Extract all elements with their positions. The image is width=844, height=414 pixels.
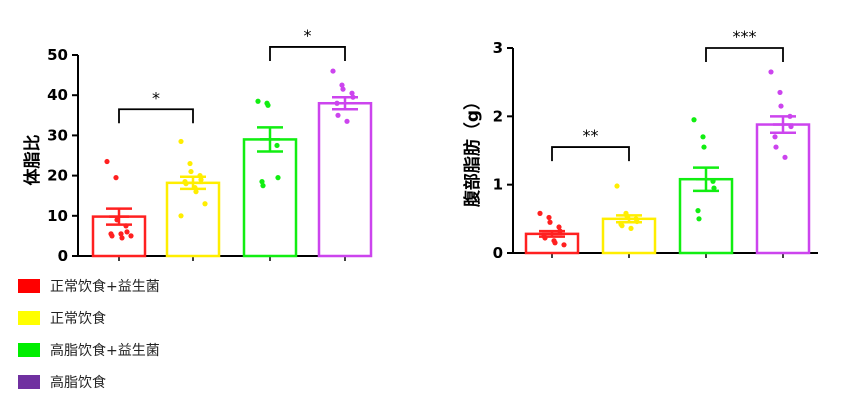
chart1-data-point [124, 229, 130, 235]
chart1-data-point [255, 98, 261, 104]
chart2-bar [755, 123, 811, 255]
chart2-data-point [782, 154, 788, 160]
legend-label: 正常饮食+益生菌 [50, 279, 160, 295]
chart2-data-point [537, 210, 543, 216]
chart2-data-point [546, 214, 552, 221]
chart1-data-point [274, 142, 280, 149]
legend-label: 高脂饮食+益生菌 [50, 343, 160, 359]
chart2-data-point [547, 219, 553, 225]
chart2-significance-bracket [551, 146, 630, 162]
chart1-data-point [104, 158, 110, 165]
chart2-data-point [711, 185, 717, 191]
chart2-significance-bracket [705, 47, 784, 62]
legend-swatch [18, 375, 40, 389]
chart2-bar [601, 217, 657, 255]
legend-item-highfat-probiotic: 高脂饮食+益生菌 [18, 334, 160, 366]
chart1-data-point [344, 118, 350, 124]
chart1-data-point [119, 235, 125, 241]
legend-item-highfat: 高脂饮食 [18, 366, 160, 398]
legend-item-normal: 正常饮食 [18, 302, 160, 334]
chart2-data-point [701, 144, 707, 150]
chart1-data-point [178, 138, 184, 145]
chart1-data-point [335, 112, 341, 118]
chart2-data-point [619, 223, 625, 229]
chart1-y-tick-label: 20 [47, 167, 68, 185]
chart1-data-point [259, 179, 265, 185]
chart1-y-tick-label: 40 [47, 86, 68, 104]
legend: 正常饮食+益生菌 正常饮食 高脂饮食+益生菌 高脂饮食 [18, 270, 160, 398]
chart1-y-tick-label: 30 [47, 126, 68, 144]
chart1-data-point [349, 90, 355, 96]
legend-label: 高脂饮食 [50, 375, 106, 391]
chart1-bar [317, 101, 373, 258]
chart2-y-tick-label: 3 [493, 39, 503, 57]
chart1-data-point [188, 168, 194, 175]
chart1-y-tick-label: 0 [58, 247, 68, 265]
chart2-data-point [700, 134, 706, 140]
legend-swatch [18, 343, 40, 357]
chart2-y-tick-label: 2 [493, 107, 503, 125]
legend-label: 正常饮食 [50, 311, 106, 327]
chart2-significance-label: *** [733, 27, 757, 46]
chart1-bar [165, 181, 221, 258]
chart2-data-point [772, 134, 778, 140]
chart1-data-point [193, 189, 199, 195]
chart2-data-point [773, 144, 779, 150]
chart1-data-point [275, 175, 281, 181]
chart2-y-axis-label: 腹部脂肪（g） [462, 93, 483, 207]
chart2-y-tick-label: 0 [493, 244, 503, 262]
chart2-data-point [696, 216, 702, 222]
chart2-data-point [778, 103, 784, 109]
chart1-data-point [339, 82, 345, 88]
chart1-data-point [118, 231, 124, 237]
chart1-data-point [265, 102, 271, 108]
chart2-data-point [628, 225, 634, 231]
chart1-data-point [178, 213, 184, 219]
chart2-y-tick-label: 1 [493, 176, 503, 194]
chart1-significance-label: * [304, 26, 312, 45]
chart2-data-point [777, 89, 783, 96]
chart1-data-point [202, 201, 208, 207]
legend-item-normal-probiotic: 正常饮食+益生菌 [18, 270, 160, 302]
chart1-data-point [198, 177, 204, 183]
chart1-bar [242, 138, 298, 258]
chart1-data-point [187, 160, 193, 167]
chart2-data-point [695, 208, 701, 214]
chart2-data-point [614, 183, 620, 189]
legend-swatch [18, 311, 40, 325]
chart1-data-point [113, 175, 119, 181]
chart1-data-point [109, 233, 115, 239]
chart1-data-point [340, 86, 346, 92]
chart1-significance-bracket [118, 108, 194, 124]
chart1-significance-bracket [269, 46, 346, 61]
legend-swatch [18, 279, 40, 293]
chart1-y-tick-label: 10 [47, 207, 68, 225]
chart2-data-point [768, 69, 774, 75]
chart2-significance-label: ** [583, 126, 599, 145]
chart1-data-point [260, 183, 266, 189]
chart1-significance-label: * [152, 88, 160, 107]
chart1-y-tick-label: 50 [47, 46, 68, 64]
chart1-y-axis-label: 体脂比 [22, 135, 43, 186]
chart1-data-point [128, 233, 134, 239]
chart2-data-point [691, 117, 697, 123]
chart1-data-point [330, 68, 336, 74]
chart2-data-point [552, 240, 558, 246]
chart2-data-point [561, 242, 567, 248]
chart2-data-point [556, 224, 562, 230]
